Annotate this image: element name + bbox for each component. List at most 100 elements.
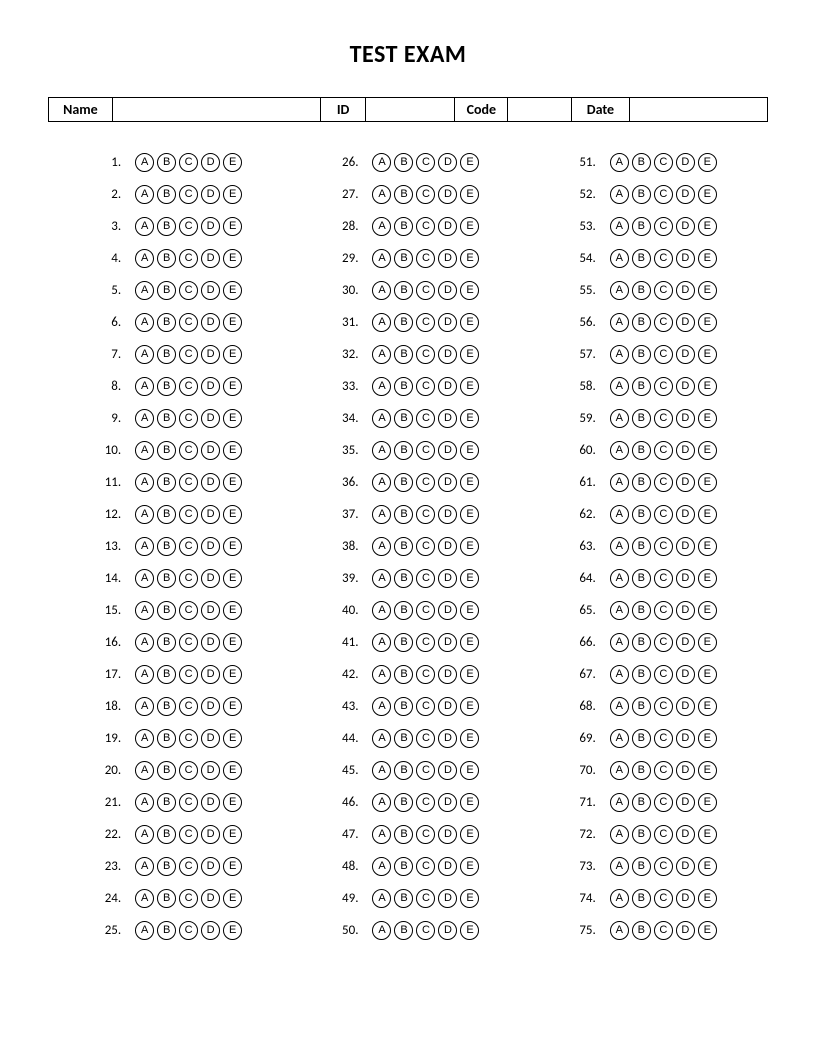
bubble-e[interactable]: E bbox=[460, 729, 479, 748]
bubble-d[interactable]: D bbox=[676, 889, 695, 908]
bubble-a[interactable]: A bbox=[135, 441, 154, 460]
bubble-b[interactable]: B bbox=[157, 825, 176, 844]
bubble-a[interactable]: A bbox=[135, 217, 154, 236]
bubble-d[interactable]: D bbox=[201, 313, 220, 332]
bubble-b[interactable]: B bbox=[632, 697, 651, 716]
bubble-b[interactable]: B bbox=[157, 185, 176, 204]
bubble-e[interactable]: E bbox=[698, 601, 717, 620]
bubble-d[interactable]: D bbox=[438, 217, 457, 236]
bubble-a[interactable]: A bbox=[610, 537, 629, 556]
bubble-a[interactable]: A bbox=[135, 697, 154, 716]
bubble-d[interactable]: D bbox=[676, 761, 695, 780]
bubble-e[interactable]: E bbox=[223, 281, 242, 300]
bubble-b[interactable]: B bbox=[157, 857, 176, 876]
bubble-e[interactable]: E bbox=[223, 761, 242, 780]
bubble-a[interactable]: A bbox=[372, 441, 391, 460]
bubble-c[interactable]: C bbox=[179, 537, 198, 556]
bubble-d[interactable]: D bbox=[676, 729, 695, 748]
bubble-b[interactable]: B bbox=[394, 889, 413, 908]
bubble-c[interactable]: C bbox=[416, 633, 435, 652]
bubble-c[interactable]: C bbox=[416, 665, 435, 684]
bubble-b[interactable]: B bbox=[157, 889, 176, 908]
bubble-a[interactable]: A bbox=[610, 281, 629, 300]
bubble-e[interactable]: E bbox=[223, 345, 242, 364]
bubble-e[interactable]: E bbox=[223, 921, 242, 940]
bubble-d[interactable]: D bbox=[676, 633, 695, 652]
bubble-e[interactable]: E bbox=[460, 185, 479, 204]
bubble-b[interactable]: B bbox=[394, 441, 413, 460]
bubble-b[interactable]: B bbox=[632, 441, 651, 460]
bubble-c[interactable]: C bbox=[416, 377, 435, 396]
bubble-e[interactable]: E bbox=[223, 825, 242, 844]
bubble-b[interactable]: B bbox=[632, 505, 651, 524]
bubble-c[interactable]: C bbox=[416, 601, 435, 620]
bubble-e[interactable]: E bbox=[223, 889, 242, 908]
bubble-c[interactable]: C bbox=[416, 313, 435, 332]
bubble-d[interactable]: D bbox=[201, 825, 220, 844]
bubble-c[interactable]: C bbox=[416, 409, 435, 428]
bubble-e[interactable]: E bbox=[698, 249, 717, 268]
bubble-a[interactable]: A bbox=[372, 857, 391, 876]
bubble-c[interactable]: C bbox=[416, 537, 435, 556]
bubble-c[interactable]: C bbox=[654, 633, 673, 652]
bubble-b[interactable]: B bbox=[394, 665, 413, 684]
bubble-a[interactable]: A bbox=[135, 569, 154, 588]
bubble-c[interactable]: C bbox=[416, 473, 435, 492]
bubble-c[interactable]: C bbox=[179, 281, 198, 300]
bubble-d[interactable]: D bbox=[676, 217, 695, 236]
bubble-d[interactable]: D bbox=[438, 857, 457, 876]
bubble-b[interactable]: B bbox=[632, 825, 651, 844]
bubble-d[interactable]: D bbox=[438, 441, 457, 460]
bubble-e[interactable]: E bbox=[223, 537, 242, 556]
bubble-e[interactable]: E bbox=[223, 185, 242, 204]
bubble-b[interactable]: B bbox=[632, 729, 651, 748]
bubble-c[interactable]: C bbox=[416, 569, 435, 588]
bubble-c[interactable]: C bbox=[416, 217, 435, 236]
bubble-e[interactable]: E bbox=[698, 761, 717, 780]
bubble-b[interactable]: B bbox=[394, 249, 413, 268]
bubble-b[interactable]: B bbox=[632, 537, 651, 556]
bubble-e[interactable]: E bbox=[460, 537, 479, 556]
bubble-c[interactable]: C bbox=[654, 537, 673, 556]
bubble-e[interactable]: E bbox=[698, 633, 717, 652]
bubble-a[interactable]: A bbox=[610, 505, 629, 524]
bubble-e[interactable]: E bbox=[460, 825, 479, 844]
bubble-d[interactable]: D bbox=[438, 473, 457, 492]
bubble-b[interactable]: B bbox=[394, 505, 413, 524]
bubble-c[interactable]: C bbox=[416, 185, 435, 204]
bubble-a[interactable]: A bbox=[610, 601, 629, 620]
bubble-c[interactable]: C bbox=[654, 473, 673, 492]
bubble-e[interactable]: E bbox=[460, 793, 479, 812]
bubble-b[interactable]: B bbox=[632, 249, 651, 268]
bubble-d[interactable]: D bbox=[438, 153, 457, 172]
bubble-b[interactable]: B bbox=[157, 249, 176, 268]
bubble-e[interactable]: E bbox=[460, 217, 479, 236]
bubble-a[interactable]: A bbox=[135, 665, 154, 684]
bubble-c[interactable]: C bbox=[654, 601, 673, 620]
bubble-e[interactable]: E bbox=[460, 441, 479, 460]
bubble-e[interactable]: E bbox=[460, 761, 479, 780]
bubble-e[interactable]: E bbox=[698, 313, 717, 332]
bubble-d[interactable]: D bbox=[676, 601, 695, 620]
bubble-b[interactable]: B bbox=[157, 505, 176, 524]
bubble-d[interactable]: D bbox=[676, 249, 695, 268]
bubble-a[interactable]: A bbox=[135, 729, 154, 748]
bubble-a[interactable]: A bbox=[135, 921, 154, 940]
bubble-c[interactable]: C bbox=[654, 921, 673, 940]
bubble-d[interactable]: D bbox=[676, 153, 695, 172]
bubble-e[interactable]: E bbox=[223, 441, 242, 460]
bubble-d[interactable]: D bbox=[438, 889, 457, 908]
bubble-d[interactable]: D bbox=[438, 185, 457, 204]
bubble-e[interactable]: E bbox=[223, 473, 242, 492]
bubble-c[interactable]: C bbox=[179, 825, 198, 844]
bubble-b[interactable]: B bbox=[632, 921, 651, 940]
bubble-b[interactable]: B bbox=[632, 601, 651, 620]
bubble-c[interactable]: C bbox=[179, 697, 198, 716]
bubble-b[interactable]: B bbox=[394, 921, 413, 940]
bubble-e[interactable]: E bbox=[223, 217, 242, 236]
bubble-b[interactable]: B bbox=[157, 473, 176, 492]
bubble-a[interactable]: A bbox=[610, 633, 629, 652]
bubble-c[interactable]: C bbox=[654, 217, 673, 236]
bubble-c[interactable]: C bbox=[179, 153, 198, 172]
bubble-b[interactable]: B bbox=[394, 761, 413, 780]
